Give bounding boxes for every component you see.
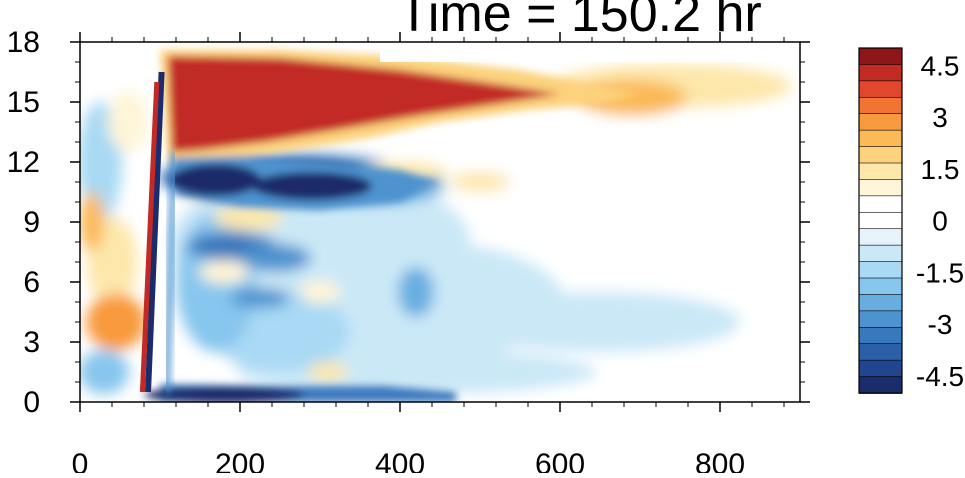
colorbar-cell [858,64,903,82]
colorbar-cell [858,326,903,345]
colorbar-cell [858,376,903,394]
field-patch [230,288,290,308]
colorbar-cell [858,195,903,214]
field-patch [450,172,510,192]
y-tick-label: 6 [23,266,40,299]
surface-core [144,387,304,402]
x-tick-label: 800 [695,448,745,473]
y-tick-label: 0 [23,386,40,419]
y-tick-label: 12 [7,146,40,179]
x-tick-label: 600 [535,448,585,473]
y-tick-label: 3 [23,326,40,359]
colorbar-cell [858,359,903,378]
positive-band-core [168,56,560,152]
field-patch [241,244,311,272]
colorbar-cell [858,80,903,99]
colorbar-label: -3 [928,309,953,340]
colorbar-cell [858,343,903,361]
field-patch [300,280,340,304]
title-mask [380,42,800,62]
colorbar-frame [858,47,903,394]
colorbar-cell [858,179,903,197]
colorbar-label: 4.5 [921,50,960,81]
colorbar-cell [858,146,903,164]
colorbar-cell [858,261,903,279]
colorbar-label: 1.5 [921,154,960,185]
dipole-positive-line [139,81,160,393]
y-tick-label: 9 [23,206,40,239]
field-sharp-layer [144,50,640,402]
field-patch [460,292,740,352]
colorbar-label: -4.5 [916,361,964,392]
colorbar-label: -1.5 [916,257,964,288]
colorbar-cell [858,277,903,296]
colorbar-cell [858,129,903,148]
negative-core [171,164,261,196]
chart-title: Time = 150.2 hr [398,0,762,43]
field-patch [213,206,283,230]
field-patch [80,350,129,394]
colorbar-cell [858,211,903,230]
colorbar-cell [858,310,903,329]
y-tick-label: 15 [7,86,40,119]
field-patch [108,92,148,152]
x-tick-label: 200 [215,448,265,473]
y-tick-label: 18 [7,26,40,59]
colorbar-label: 0 [932,206,948,237]
dipole-shadow-line [163,151,178,393]
field-patch [199,260,249,284]
x-tick-label: 0 [72,448,89,473]
field-patch [308,362,348,382]
field-patch [86,294,146,350]
colorbar-cell [858,294,903,312]
x-tick-label: 400 [375,448,425,473]
field-patch [80,192,104,252]
colorbar-cell [858,96,903,115]
colorbar-cell [858,47,903,66]
dipole-negative-line [145,71,165,393]
negative-core [252,172,372,200]
colorbar-cell [858,113,903,131]
colorbar-label: 3 [932,102,948,133]
field-patch [398,267,434,317]
colorbar-cell [858,228,903,246]
colorbar-cell [858,244,903,263]
colorbar-cell [858,162,903,181]
